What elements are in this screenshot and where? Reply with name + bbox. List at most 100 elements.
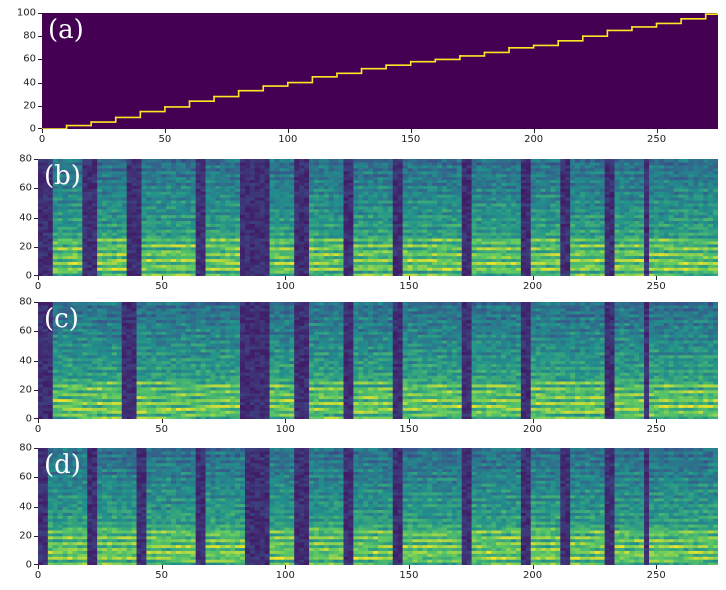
- spectrogram-cell: [254, 199, 261, 204]
- spectrogram-cell: [136, 159, 143, 163]
- spectrogram-cell: [166, 273, 172, 276]
- spectrogram-cell: [575, 211, 581, 216]
- spectrogram-cell: [309, 273, 315, 276]
- spectrogram-cell: [249, 252, 256, 257]
- spectrogram-cell: [338, 164, 345, 169]
- spectrogram-cell: [304, 220, 310, 224]
- spectrogram-cell: [471, 170, 478, 175]
- spectrogram-cell: [175, 167, 182, 172]
- spectrogram-cell: [244, 240, 251, 245]
- spectrogram-cell: [456, 161, 463, 166]
- spectrogram-cell: [461, 246, 468, 251]
- spectrogram-cell: [501, 249, 507, 254]
- spectrogram-cell: [530, 161, 537, 166]
- spectrogram-cell: [38, 161, 44, 166]
- spectrogram-cell: [156, 232, 162, 236]
- spectrogram-cell: [225, 229, 231, 233]
- spectrogram-cell: [530, 226, 537, 230]
- y-tick-mark: [38, 128, 42, 129]
- spectrogram-cell: [437, 202, 443, 207]
- spectrogram-cell: [353, 205, 359, 210]
- spectrogram-cell: [304, 232, 310, 236]
- spectrogram-cell: [210, 185, 216, 189]
- spectrogram-cell: [417, 197, 423, 201]
- spectrogram-cell: [570, 205, 576, 210]
- spectrogram-cell: [476, 261, 483, 265]
- spectrogram-cell: [629, 217, 635, 222]
- spectrogram-cell: [525, 240, 532, 245]
- spectrogram-cell: [259, 246, 266, 251]
- spectrogram-cell: [358, 208, 364, 213]
- spectrogram-cell: [136, 164, 143, 169]
- heatmap-background: [42, 13, 718, 129]
- spectrogram-cell: [166, 255, 172, 260]
- spectrogram-cell: [530, 164, 537, 169]
- spectrogram-cell: [392, 173, 399, 178]
- spectrogram-cell: [353, 161, 359, 166]
- spectrogram-cell: [116, 194, 123, 198]
- spectrogram-cell: [481, 235, 488, 239]
- spectrogram-cell: [180, 223, 187, 227]
- spectrogram-cell: [461, 197, 468, 201]
- spectrogram-cell: [594, 246, 601, 251]
- spectrogram-cell: [604, 191, 611, 195]
- spectrogram-cell: [180, 179, 187, 183]
- spectrogram-cell: [427, 176, 433, 181]
- spectrogram-cell: [205, 255, 212, 260]
- spectrogram-cell: [486, 237, 492, 242]
- spectrogram-cell: [269, 211, 276, 216]
- spectrogram-cell: [412, 226, 419, 230]
- spectrogram-cell: [417, 258, 423, 262]
- spectrogram-cell: [67, 176, 74, 181]
- spectrogram-cell: [136, 208, 143, 213]
- spectrogram-cell: [545, 202, 552, 207]
- spectrogram-cell: [353, 264, 359, 268]
- spectrogram-cell: [575, 226, 581, 230]
- spectrogram-cell: [328, 232, 335, 236]
- spectrogram-cell: [506, 232, 512, 236]
- spectrogram-cell: [412, 164, 419, 169]
- spectrogram-cell: [427, 188, 433, 192]
- spectrogram-cell: [313, 205, 320, 210]
- spectrogram-cell: [343, 261, 350, 265]
- spectrogram-cell: [146, 191, 152, 195]
- spectrogram-cell: [87, 249, 93, 254]
- spectrogram-cell: [407, 159, 414, 163]
- spectrogram-cell: [520, 235, 527, 239]
- spectrogram-cell: [121, 182, 128, 186]
- spectrogram-cell: [530, 159, 537, 163]
- spectrogram-cell: [486, 214, 492, 219]
- spectrogram-cell: [373, 255, 379, 260]
- spectrogram-cell: [279, 237, 285, 242]
- spectrogram-cell: [131, 237, 138, 242]
- spectrogram-cell: [141, 191, 148, 195]
- spectrogram-cell: [205, 188, 212, 192]
- spectrogram-cell: [594, 252, 601, 257]
- spectrogram-cell: [387, 159, 394, 163]
- spectrogram-cell: [392, 194, 399, 198]
- spectrogram-cell: [501, 261, 507, 265]
- spectrogram-cell: [210, 229, 216, 233]
- spectrogram-cell: [378, 161, 384, 166]
- spectrogram-cell: [506, 264, 512, 268]
- spectrogram-cell: [106, 240, 113, 245]
- spectrogram-cell: [634, 243, 640, 248]
- spectrogram-cell: [180, 167, 187, 172]
- spectrogram-cell: [106, 270, 113, 274]
- spectrogram-cell: [289, 223, 295, 227]
- spectrogram-cell: [639, 214, 645, 219]
- spectrogram-cell: [402, 173, 409, 178]
- spectrogram-cell: [560, 194, 566, 198]
- spectrogram-cell: [304, 246, 310, 251]
- spectrogram-cell: [496, 194, 502, 198]
- spectrogram-cell: [205, 273, 212, 276]
- spectrogram-cell: [555, 226, 561, 230]
- spectrogram-cell: [62, 170, 69, 175]
- spectrogram-cell: [77, 255, 83, 260]
- spectrogram-cell: [269, 159, 276, 163]
- spectrogram-cell: [378, 185, 384, 189]
- spectrogram-cell: [136, 197, 143, 201]
- spectrogram-cell: [175, 223, 182, 227]
- spectrogram-cell: [77, 249, 83, 254]
- spectrogram-cell: [274, 179, 281, 183]
